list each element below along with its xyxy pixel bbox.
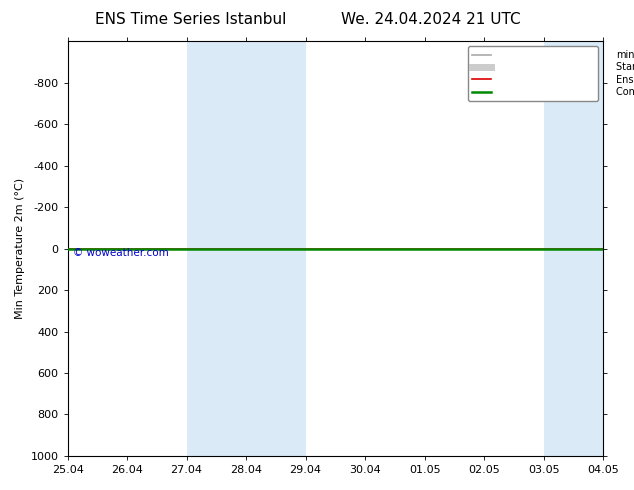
Text: We. 24.04.2024 21 UTC: We. 24.04.2024 21 UTC — [341, 12, 521, 27]
Y-axis label: Min Temperature 2m (°C): Min Temperature 2m (°C) — [15, 178, 25, 319]
Legend: min/max, Standard deviation, Ensemble mean run, Controll run: min/max, Standard deviation, Ensemble me… — [468, 46, 598, 101]
Bar — [543, 41, 603, 456]
Bar — [186, 41, 306, 456]
Text: © woweather.com: © woweather.com — [73, 248, 169, 258]
Text: ENS Time Series Istanbul: ENS Time Series Istanbul — [94, 12, 286, 27]
